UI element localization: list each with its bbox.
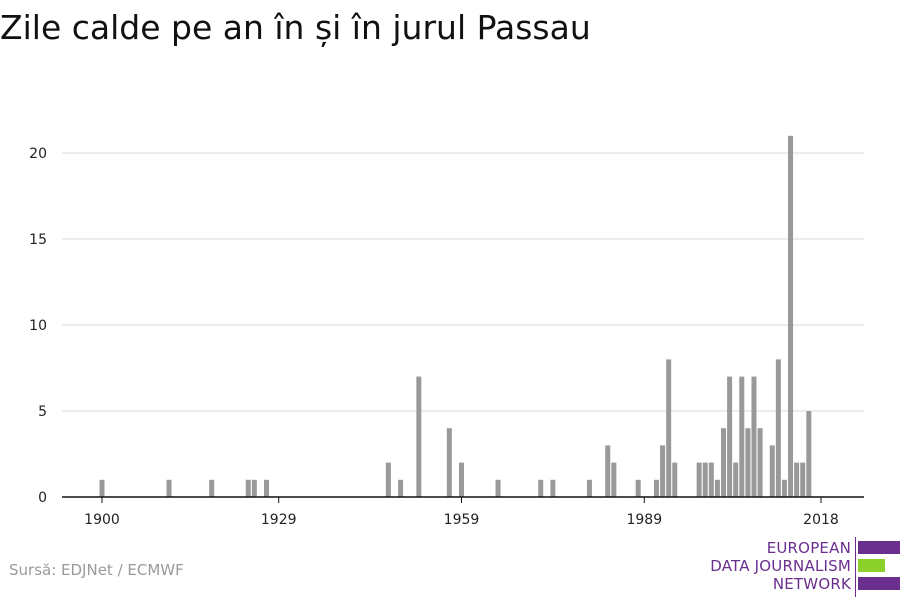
x-tick-label: 1900 [84, 512, 120, 528]
bar-1988 [635, 479, 641, 497]
x-tick-label: 2018 [803, 512, 839, 528]
bar-2011 [775, 359, 781, 497]
bar-1972 [538, 479, 544, 497]
bar-2013 [788, 135, 794, 498]
bar-1994 [672, 462, 678, 497]
bar-2006 [745, 428, 751, 497]
bar-2014 [794, 462, 800, 497]
bar-1957 [446, 428, 452, 497]
bar-1949 [398, 479, 404, 497]
source-note: Sursă: EDJNet / ECMWF [9, 561, 184, 579]
bar-1999 [702, 462, 708, 497]
bar-1991 [653, 479, 659, 497]
bar-1980 [586, 479, 592, 497]
logo-text-data-journalism: DATA JOURNALISM [710, 557, 851, 575]
bar-1959 [459, 462, 464, 497]
y-tick-label: 15 [29, 232, 47, 248]
bars [99, 135, 812, 498]
logo-bar-purple-bottom [858, 577, 900, 590]
bar-1900 [99, 479, 105, 497]
x-tick-label: 1989 [626, 512, 662, 528]
bar-2002 [721, 428, 727, 497]
bar-1998 [696, 462, 702, 497]
gridlines [62, 152, 864, 412]
x-tick-label: 1929 [261, 512, 297, 528]
bar-1911 [166, 479, 172, 497]
logo-bar-purple-top [858, 541, 900, 554]
logo-text-network: NETWORK [772, 575, 851, 593]
bar-2001 [714, 479, 720, 497]
y-tick-label: 20 [29, 146, 47, 162]
x-tick-label: 1959 [444, 512, 480, 528]
bar-1918 [209, 479, 215, 497]
bar-1952 [416, 376, 422, 497]
bar-2000 [708, 462, 714, 497]
logo-bar-green [858, 559, 885, 572]
bar-2016 [806, 411, 812, 497]
bar-2005 [739, 376, 745, 497]
bar-2004 [733, 462, 739, 497]
bar-1947 [385, 462, 391, 497]
bar-1984 [611, 462, 617, 497]
y-tick-label: 5 [38, 404, 47, 420]
bar-2015 [800, 462, 806, 497]
axes: 0 5 10 15 20 1900 1929 1959 1989 2018 [29, 146, 864, 528]
bar-2010 [769, 445, 775, 497]
bar-1924 [245, 479, 251, 497]
bar-2003 [727, 376, 733, 497]
bar-1983 [605, 445, 611, 497]
bar-2007 [751, 376, 757, 497]
bar-2008 [757, 428, 763, 497]
chart-title: Zile calde pe an în și în jurul Passau [0, 8, 591, 47]
y-tick-label: 10 [29, 318, 47, 334]
logo-divider [855, 537, 856, 597]
y-tick-label: 0 [38, 490, 47, 506]
bar-1965 [495, 479, 501, 497]
bar-1927 [264, 479, 270, 497]
edjnet-logo: EUROPEAN DATA JOURNALISM NETWORK [700, 537, 900, 597]
bar-1992 [660, 445, 666, 497]
bar-2012 [781, 479, 787, 497]
bar-1925 [251, 479, 257, 497]
bar-1993 [666, 359, 672, 497]
bar-1974 [550, 479, 556, 497]
logo-text-european: EUROPEAN [766, 539, 851, 557]
